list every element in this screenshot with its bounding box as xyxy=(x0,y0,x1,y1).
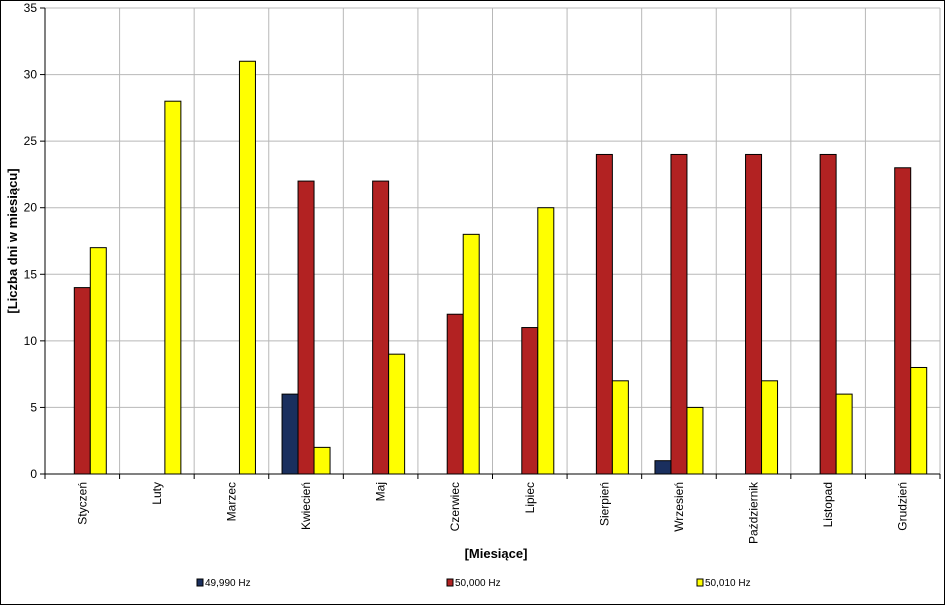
x-tick-labels: Styczeń Luty Marzec Kwiecień Maj Czerwiec Lipi… xyxy=(75,481,909,544)
y-axis-title: [Liczba dni w miesiącu] xyxy=(5,168,20,313)
bar-2-2 xyxy=(238,60,256,475)
legend-swatch-2 xyxy=(696,578,704,587)
axes xyxy=(40,7,941,479)
bar-2-6 xyxy=(537,207,555,475)
bar-2-10 xyxy=(835,393,853,475)
x-tick-label: Grudzień xyxy=(896,482,910,531)
bar-1-6 xyxy=(521,327,539,475)
bar-1-7 xyxy=(595,153,613,475)
bar-1-9 xyxy=(745,153,763,475)
bar-2-1 xyxy=(164,100,182,475)
x-axis-title: [Miesiące] xyxy=(465,546,528,561)
legend-label-1: 50,000 Hz xyxy=(455,578,501,589)
bar-0-8 xyxy=(654,460,672,475)
x-tick-label: Czerwiec xyxy=(448,482,462,531)
bar-1-10 xyxy=(819,153,837,475)
x-tick-label: Październik xyxy=(747,481,761,544)
bar-2-0 xyxy=(89,247,107,475)
bar-1-0 xyxy=(73,287,91,475)
y-tick-label: 20 xyxy=(24,201,38,215)
bar-1-8 xyxy=(670,153,688,475)
legend-label-0: 49,990 Hz xyxy=(205,578,251,589)
bar-2-9 xyxy=(761,380,779,475)
x-tick-label: Listopad xyxy=(821,482,835,527)
bar-2-8 xyxy=(686,406,704,475)
grid-lines xyxy=(45,7,941,474)
bar-2-4 xyxy=(388,353,406,475)
legend-label-2: 50,010 Hz xyxy=(705,578,751,589)
bar-1-3 xyxy=(297,180,315,475)
x-tick-label: Lipiec xyxy=(523,482,537,513)
y-tick-label: 10 xyxy=(24,334,38,348)
bars xyxy=(73,60,928,475)
bar-2-7 xyxy=(611,380,629,475)
bar-2-5 xyxy=(462,233,480,475)
x-tick-label: Kwiecień xyxy=(299,482,313,530)
y-tick-label: 0 xyxy=(30,467,37,481)
y-tick-label: 15 xyxy=(24,267,38,281)
y-tick-label: 25 xyxy=(24,134,38,148)
bar-0-3 xyxy=(281,393,299,475)
x-tick-label: Marzec xyxy=(224,482,238,521)
bar-2-3 xyxy=(313,446,331,475)
x-tick-label: Sierpień xyxy=(597,482,611,526)
bar-1-5 xyxy=(446,313,464,475)
y-tick-label: 30 xyxy=(24,68,38,82)
bar-2-11 xyxy=(910,366,928,475)
y-tick-labels: 0 5 10 15 20 25 30 35 xyxy=(24,1,38,481)
bar-1-4 xyxy=(372,180,390,475)
bar-1-11 xyxy=(894,167,912,475)
y-tick-label: 5 xyxy=(30,400,37,414)
x-tick-label: Styczeń xyxy=(75,482,89,525)
x-tick-label: Maj xyxy=(374,482,388,501)
legend-swatch-1 xyxy=(446,578,454,587)
x-tick-label: Luty xyxy=(150,482,164,505)
legend: 49,990 Hz 50,000 Hz 50,010 Hz xyxy=(196,578,751,589)
legend-swatch-0 xyxy=(196,578,204,587)
x-tick-label: Wrzesień xyxy=(672,482,686,532)
y-tick-label: 35 xyxy=(24,1,38,15)
